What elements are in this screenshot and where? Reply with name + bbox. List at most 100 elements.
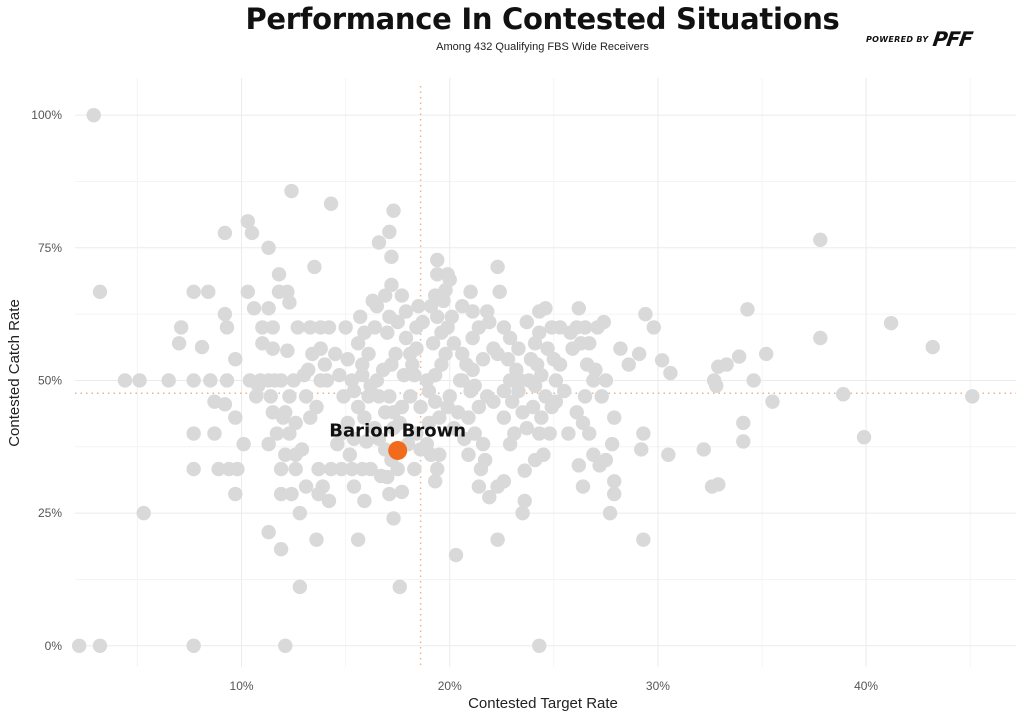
data-point [419, 436, 435, 452]
data-point [548, 373, 564, 388]
data-point [171, 336, 187, 351]
data-point [244, 225, 260, 241]
data-point [246, 301, 262, 316]
y-tick-label: 75% [38, 241, 62, 255]
data-point [307, 259, 322, 275]
data-point [696, 442, 711, 457]
data-point [527, 452, 543, 468]
data-point [371, 235, 387, 250]
data-point [492, 284, 507, 300]
data-point [502, 330, 518, 346]
data-point [731, 349, 747, 364]
data-point [334, 461, 349, 477]
data-point [511, 383, 526, 399]
axis-ticks: 10% 20% 30% 40% 0% 25% 50% 75% 100% [31, 108, 878, 693]
data-point [613, 341, 628, 356]
data-point [442, 389, 457, 404]
data-point [432, 410, 447, 425]
data-point [240, 214, 255, 229]
chart-subtitle: Among 432 Qualifying FBS Wide Receivers [436, 41, 649, 53]
data-point [925, 339, 940, 355]
data-point [598, 452, 614, 468]
data-point [444, 309, 460, 324]
data-point [455, 373, 470, 388]
data-point [394, 399, 410, 415]
data-point [298, 389, 314, 404]
data-point [496, 320, 512, 335]
data-point [278, 638, 293, 653]
data-point [500, 352, 516, 367]
data-point [261, 525, 276, 540]
data-point [350, 399, 366, 415]
data-point [292, 579, 308, 595]
data-point [463, 383, 478, 399]
data-point [353, 309, 368, 324]
x-tick-label: 20% [438, 679, 462, 693]
data-point [161, 373, 176, 388]
data-point [519, 314, 534, 330]
data-point [661, 447, 676, 462]
data-point [482, 314, 497, 330]
data-point [519, 421, 534, 436]
data-point [719, 357, 734, 372]
data-point [465, 362, 480, 378]
data-point [427, 367, 443, 383]
data-point [527, 378, 543, 393]
y-tick-label: 0% [45, 639, 63, 653]
data-point [273, 486, 289, 502]
data-point [586, 447, 601, 462]
data-point [430, 267, 445, 282]
data-point [450, 405, 466, 420]
data-point [357, 493, 372, 509]
data-point [355, 357, 370, 372]
data-point [582, 336, 597, 351]
data-point [386, 511, 401, 526]
data-point [813, 232, 828, 248]
data-point [515, 505, 530, 521]
data-point [486, 394, 501, 409]
data-point [319, 373, 335, 388]
data-point [367, 320, 382, 335]
data-point [217, 397, 233, 412]
data-point [261, 436, 276, 452]
data-point [71, 638, 87, 653]
data-point [415, 314, 430, 330]
data-point [217, 306, 233, 322]
data-point [284, 183, 299, 199]
data-point [323, 196, 339, 211]
data-point [709, 378, 724, 393]
data-point [496, 474, 512, 489]
y-tick-label: 25% [38, 506, 62, 520]
data-point [273, 542, 289, 557]
data-point [604, 436, 620, 452]
data-point [475, 352, 491, 367]
data-point [384, 277, 399, 293]
data-point [311, 486, 326, 502]
data-point [338, 320, 353, 335]
data-point [654, 353, 670, 368]
data-point [636, 532, 651, 547]
data-point [380, 325, 395, 340]
data-point [261, 240, 276, 256]
data-point [548, 394, 564, 409]
data-point [240, 284, 255, 300]
data-point [425, 336, 441, 351]
data-point [186, 461, 201, 477]
data-point [230, 461, 245, 477]
data-point [173, 320, 189, 335]
data-point [402, 346, 418, 362]
data-point [532, 638, 547, 653]
data-point [211, 461, 226, 477]
data-point [384, 249, 399, 265]
data-point [269, 426, 285, 441]
data-point [409, 426, 424, 441]
data-point [186, 426, 201, 441]
data-point [411, 298, 426, 314]
data-point [228, 486, 243, 502]
data-point [284, 486, 299, 502]
data-point [359, 434, 374, 449]
data-point [275, 410, 291, 425]
data-point [446, 336, 462, 351]
data-point [342, 447, 358, 462]
data-point [430, 252, 445, 268]
